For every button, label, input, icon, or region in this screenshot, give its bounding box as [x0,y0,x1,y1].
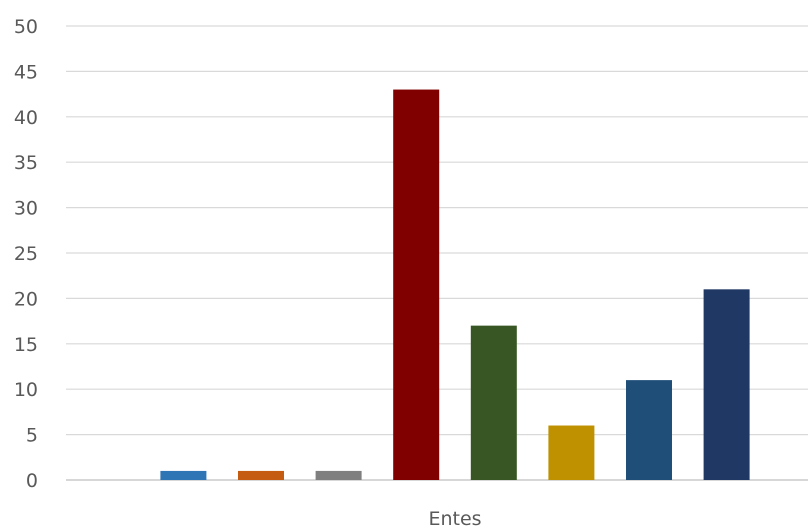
y-tick-label: 45 [14,61,38,83]
y-tick-label: 50 [14,16,38,38]
y-axis-tick-labels: 0 5 10 15 20 25 30 35 40 45 50 [14,16,38,492]
y-tick-label: 25 [14,243,38,265]
y-tick-label: 15 [14,334,38,356]
bar-series-1 [160,470,207,480]
bar-series-5 [470,325,517,480]
x-category-label: Entes [428,508,481,527]
y-tick-label: 5 [26,425,38,447]
y-tick-label: 0 [26,470,38,492]
y-tick-label: 35 [14,152,38,174]
bars [160,89,750,480]
bar-series-8 [703,289,750,480]
y-tick-label: 40 [14,107,38,129]
y-tick-label: 10 [14,379,38,401]
bar-series-7 [626,380,672,480]
x-axis-tick-labels: Entes [428,508,481,530]
bar-series-2 [238,470,284,480]
bar-series-3 [315,470,362,480]
bar-series-6 [548,425,595,480]
bar-series-4 [393,89,440,480]
y-tick-label: 30 [14,198,38,220]
y-tick-label: 20 [14,288,38,310]
